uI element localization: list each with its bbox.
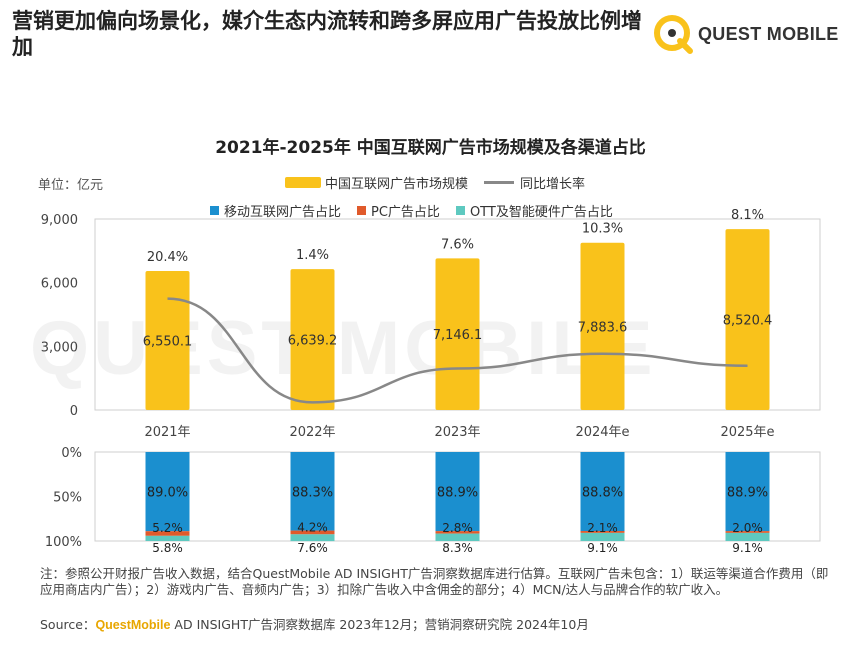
mobile-share-segment	[435, 452, 480, 532]
mobile-share-label: 88.3%	[292, 485, 333, 500]
bottom-y-tick-label: 50%	[53, 491, 82, 506]
pc-share-segment	[725, 531, 770, 533]
mobile-share-segment	[145, 452, 190, 532]
growth-rate-line	[167, 297, 748, 404]
growth-rate-label: 8.1%	[731, 208, 764, 223]
ott-share-segment	[580, 532, 625, 541]
x-category-label: 2021年	[144, 425, 190, 440]
bottom-y-tick-label: 100%	[45, 535, 82, 550]
growth-rate-label: 1.4%	[296, 248, 329, 263]
legend-swatch-ott	[455, 206, 465, 215]
legend-swatch-line	[484, 181, 515, 184]
ott-share-segment	[725, 532, 770, 541]
top-y-tick-label: 6,000	[41, 277, 78, 292]
x-category-label: 2022年	[289, 425, 335, 440]
logo-mark-icon	[654, 15, 693, 54]
legend-item-pc: PC广告占比	[357, 201, 440, 220]
market-size-bar	[145, 270, 190, 410]
pc-share-label: 2.1%	[587, 521, 618, 535]
ott-share-label: 7.6%	[297, 541, 328, 555]
pc-share-label: 4.2%	[297, 521, 328, 535]
mobile-share-label: 88.8%	[582, 486, 623, 501]
ott-share-segment	[145, 535, 190, 541]
growth-rate-label: 20.4%	[147, 250, 188, 265]
x-category-label: 2023年	[434, 425, 480, 440]
legend-item-mobile: 移动互联网广告占比	[210, 201, 341, 220]
legend-item-growth: 同比增长率	[484, 173, 585, 192]
top-y-tick-label: 9,000	[41, 213, 78, 228]
ott-share-label: 9.1%	[732, 541, 763, 555]
footnote: 注：参照公开财报广告收入数据，结合QuestMobile AD INSIGHT广…	[40, 566, 829, 597]
top-y-tick-label: 0	[70, 404, 78, 419]
legend-label-growth: 同比增长率	[520, 177, 586, 192]
x-category-label: 2024年e	[575, 425, 629, 440]
questmobile-logo: QUEST MOBILE	[652, 12, 852, 56]
legend-swatch-bar	[285, 177, 321, 188]
market-size-bar	[580, 242, 625, 410]
legend-bottom: 移动互联网广告占比 PC广告占比 OTT及智能硬件广告占比	[210, 201, 629, 220]
mobile-share-segment	[725, 452, 770, 532]
legend-label-ott: OTT及智能硬件广告占比	[469, 205, 613, 220]
market-size-label: 7,883.6	[578, 320, 628, 335]
legend-item-market-size: 中国互联网广告市场规模	[285, 173, 468, 192]
logo-text: QUEST MOBILE	[698, 24, 839, 44]
pc-share-segment	[145, 531, 190, 536]
ott-share-label: 9.1%	[587, 541, 618, 555]
pc-share-segment	[580, 531, 625, 533]
legend-label-mobile: 移动互联网广告占比	[224, 205, 342, 220]
watermark: QUEST MOBILE	[30, 306, 657, 391]
source-line: Source：QuestMobile AD INSIGHT广告洞察数据库 202…	[40, 614, 589, 633]
growth-rate-label: 10.3%	[582, 222, 623, 237]
legend-label-pc: PC广告占比	[371, 205, 440, 220]
pc-share-segment	[435, 531, 480, 534]
ott-share-label: 8.3%	[442, 541, 473, 555]
market-size-label: 7,146.1	[433, 328, 483, 343]
mobile-share-label: 88.9%	[437, 486, 478, 501]
unit-label: 单位：亿元	[38, 178, 104, 193]
pc-share-label: 2.8%	[442, 521, 473, 535]
legend-top: 中国互联网广告市场规模 同比增长率	[285, 173, 601, 192]
pc-share-label: 5.2%	[152, 521, 183, 535]
mobile-share-label: 88.9%	[727, 486, 768, 501]
x-category-label: 2025年e	[720, 425, 774, 440]
legend-item-ott: OTT及智能硬件广告占比	[455, 201, 613, 220]
mobile-share-segment	[580, 452, 625, 532]
ott-share-label: 5.8%	[152, 541, 183, 555]
mobile-share-segment	[290, 452, 335, 531]
market-size-label: 6,550.1	[143, 334, 193, 349]
market-size-label: 8,520.4	[723, 314, 773, 329]
ott-share-segment	[290, 534, 335, 542]
page-headline: 营销更加偏向场景化，媒介生态内流转和跨多屏应用广告投放比例增加	[12, 9, 642, 59]
source-brand: QuestMobile	[95, 618, 171, 632]
pc-share-label: 2.0%	[732, 521, 763, 535]
ott-share-segment	[435, 533, 480, 541]
market-size-bar	[290, 269, 335, 410]
pc-share-segment	[290, 530, 335, 535]
top-y-tick-label: 3,000	[41, 340, 78, 355]
legend-label-market-size: 中国互联网广告市场规模	[325, 177, 469, 192]
market-size-label: 6,639.2	[288, 334, 338, 349]
source-prefix: Source：	[40, 617, 96, 632]
legend-swatch-mobile	[210, 206, 219, 215]
source-rest: AD INSIGHT广告洞察数据库 2023年12月；营销洞察研究院 2024年…	[170, 617, 589, 632]
legend-swatch-pc	[357, 206, 367, 215]
bottom-y-tick-label: 0%	[61, 446, 82, 461]
market-size-bar	[435, 258, 480, 410]
chart-title: 2021年-2025年 中国互联网广告市场规模及各渠道占比	[215, 138, 646, 158]
growth-rate-label: 7.6%	[441, 237, 474, 252]
mobile-share-label: 89.0%	[147, 486, 188, 501]
